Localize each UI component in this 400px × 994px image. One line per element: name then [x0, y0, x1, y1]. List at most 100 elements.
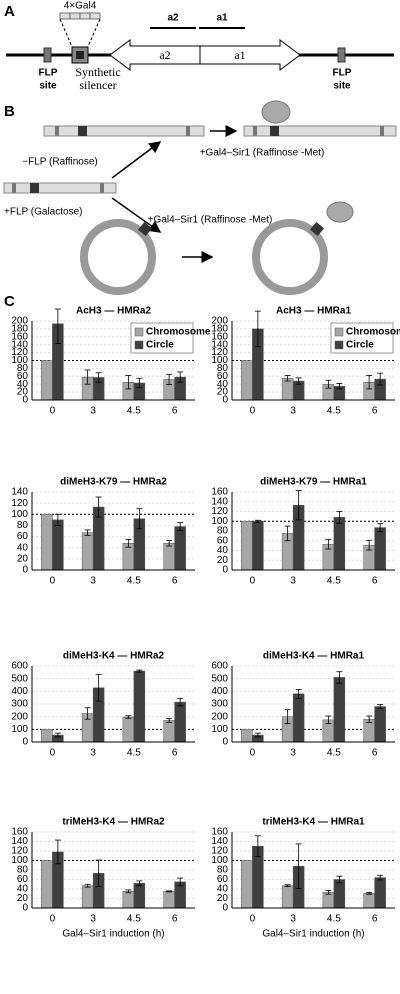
error-bar	[377, 523, 384, 532]
flp-label: site	[39, 81, 57, 92]
error-bar	[295, 490, 302, 521]
bar	[374, 527, 386, 571]
y-tick-label: 80	[17, 865, 29, 876]
y-tick-label: 160	[211, 331, 228, 342]
condition-label: −FLP (Raffinose)	[22, 157, 98, 168]
y-tick-label: 140	[11, 836, 28, 847]
x-tick-label: 0	[250, 748, 256, 759]
y-tick-label: 140	[11, 487, 28, 498]
error-bar	[166, 718, 173, 723]
bar	[241, 860, 253, 909]
error-bar	[166, 890, 173, 893]
y-tick-label: 40	[217, 545, 229, 556]
bar	[281, 885, 294, 909]
error-bar	[254, 732, 261, 738]
error-bar	[95, 496, 102, 518]
y-tick-label: 160	[211, 827, 228, 838]
y-tick-label: 0	[222, 395, 228, 406]
y-tick-label: 0	[22, 903, 28, 914]
y-tick-label: 80	[17, 363, 29, 374]
error-bar	[166, 540, 173, 547]
y-tick-label: 40	[217, 379, 229, 390]
error-bar	[95, 859, 102, 888]
bar	[41, 360, 53, 401]
y-tick-label: 500	[211, 673, 228, 684]
error-bar	[377, 372, 384, 386]
y-tick-label: 80	[217, 865, 229, 876]
condition-label: +Gal4–Sir1 (Raffinose -Met)	[200, 148, 325, 159]
error-bar	[84, 529, 91, 536]
arrow	[111, 141, 162, 179]
bar	[133, 883, 146, 909]
bar	[133, 670, 146, 743]
error-bar	[254, 519, 261, 523]
error-bar	[366, 891, 373, 895]
error-bar	[84, 707, 91, 720]
x-tick-label: 3	[90, 748, 96, 759]
y-tick-label: 200	[11, 316, 28, 327]
flp-site	[43, 47, 52, 63]
y-tick-label: 200	[211, 711, 228, 722]
bar	[374, 706, 386, 743]
y-tick-label: 180	[211, 324, 228, 335]
x-tick-label: 6	[372, 748, 378, 759]
bar	[374, 877, 386, 909]
y-tick-label: 20	[217, 387, 229, 398]
silencer-label: silencer	[79, 78, 116, 92]
x-tick-label: 3	[290, 748, 296, 759]
bar	[363, 893, 375, 909]
error-bar	[54, 308, 61, 344]
probe-label: a2	[167, 13, 179, 24]
gal4-label: 4×Gal4	[64, 1, 97, 12]
bar	[281, 378, 294, 401]
y-tick-label: 60	[17, 531, 29, 542]
y-tick-label: 40	[17, 542, 29, 553]
x-tick-label: 3	[290, 576, 296, 587]
y-tick-label: 100	[11, 724, 28, 735]
chart-title: AcH3 — HMRa2	[76, 306, 151, 317]
panel-label: A	[4, 3, 15, 20]
bar	[41, 514, 53, 571]
y-tick-label: 300	[11, 699, 28, 710]
error-bar	[95, 372, 102, 383]
error-bar	[336, 511, 343, 524]
error-bar	[54, 839, 61, 865]
error-bar	[284, 884, 291, 888]
y-tick-label: 0	[22, 395, 28, 406]
silencer-core	[76, 51, 84, 59]
y-tick-label: 100	[11, 509, 28, 520]
x-tick-label: 3	[90, 914, 96, 925]
error-bar	[54, 513, 61, 526]
legend-swatch	[334, 340, 344, 350]
arrow-label: a1	[234, 48, 245, 62]
bar	[333, 879, 346, 909]
legend-swatch	[334, 327, 344, 337]
x-tick-label: 4.5	[127, 406, 141, 417]
y-tick-label: 100	[11, 355, 28, 366]
circle-plasmid	[80, 219, 156, 295]
bar	[292, 693, 305, 743]
chart-title: diMeH3-K79 — HMRa2	[60, 477, 167, 488]
x-tick-label: 0	[50, 576, 56, 587]
x-tick-label: 3	[90, 576, 96, 587]
y-tick-label: 60	[217, 371, 229, 382]
error-bar	[125, 375, 132, 390]
x-axis-label: Gal4–Sir1 induction (h)	[62, 929, 164, 940]
y-tick-label: 120	[11, 846, 28, 857]
bar	[163, 720, 175, 743]
legend-swatch	[134, 340, 144, 350]
error-bar	[177, 877, 184, 887]
silencer-label: Synthetic	[75, 65, 120, 79]
y-tick-label: 0	[222, 737, 228, 748]
y-tick-label: 20	[17, 387, 29, 398]
y-tick-label: 80	[217, 526, 229, 537]
legend-label: Circle	[146, 340, 174, 351]
y-tick-label: 140	[211, 339, 228, 350]
chromosome-bar	[3, 182, 117, 194]
error-bar	[336, 383, 343, 390]
error-bar	[254, 835, 261, 858]
y-tick-label: 60	[217, 535, 229, 546]
bar	[81, 532, 94, 571]
error-bar	[125, 715, 132, 719]
